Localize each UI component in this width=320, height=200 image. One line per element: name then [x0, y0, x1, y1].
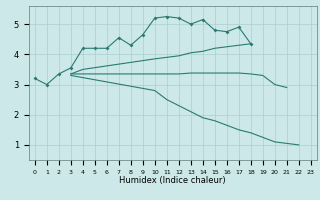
X-axis label: Humidex (Indice chaleur): Humidex (Indice chaleur) [119, 176, 226, 185]
